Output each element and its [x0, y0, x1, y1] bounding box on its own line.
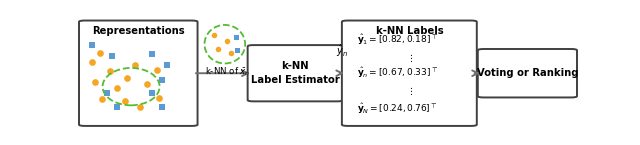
Text: $\vdots$: $\vdots$	[406, 52, 413, 64]
Text: Voting or Ranking: Voting or Ranking	[477, 68, 578, 78]
FancyBboxPatch shape	[248, 45, 343, 101]
Text: $\vdots$: $\vdots$	[406, 85, 413, 97]
Text: $\hat{\mathbf{y}}_N = [0.24, 0.76]^\top$: $\hat{\mathbf{y}}_N = [0.24, 0.76]^\top$	[356, 101, 438, 116]
Text: $\hat{\mathbf{y}}_n = [0.67, 0.33]^\top$: $\hat{\mathbf{y}}_n = [0.67, 0.33]^\top$	[356, 65, 438, 80]
Text: k-NN of $\bar{x}_n$: k-NN of $\bar{x}_n$	[205, 66, 250, 78]
Text: $\hat{\mathbf{y}}_1 = [0.82, 0.18]^\top$: $\hat{\mathbf{y}}_1 = [0.82, 0.18]^\top$	[356, 32, 438, 47]
Ellipse shape	[205, 25, 245, 64]
FancyBboxPatch shape	[342, 21, 477, 126]
FancyBboxPatch shape	[79, 21, 198, 126]
Text: k-NN
Label Estimator: k-NN Label Estimator	[251, 61, 340, 85]
Text: $\hat{y}_n$: $\hat{y}_n$	[336, 42, 348, 59]
FancyBboxPatch shape	[478, 49, 577, 97]
Text: k-NN Labels: k-NN Labels	[376, 26, 443, 36]
Text: Representations: Representations	[92, 26, 184, 36]
